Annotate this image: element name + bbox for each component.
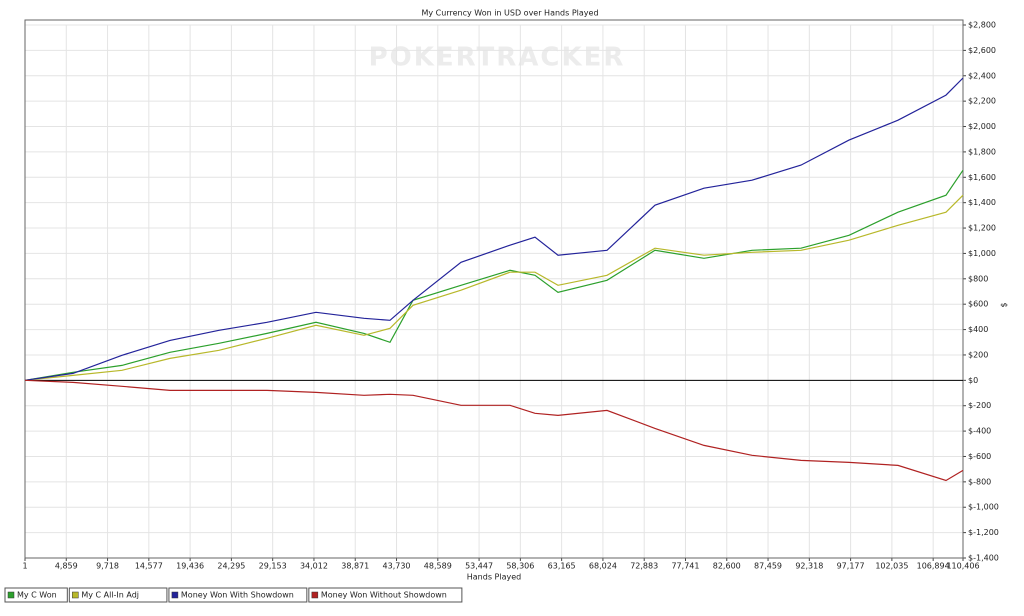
y-tick-label: $1,000 xyxy=(968,249,996,258)
legend-box xyxy=(68,587,168,603)
x-tick-label: 92,318 xyxy=(795,562,823,571)
x-tick-label: 63,165 xyxy=(548,562,576,571)
watermark: POKERTRACKER xyxy=(369,43,626,73)
y-tick-label: $200 xyxy=(968,350,988,359)
x-tick-label: 9,718 xyxy=(96,562,119,571)
x-tick-label: 48,589 xyxy=(424,562,452,571)
x-tick-label: 4,859 xyxy=(55,562,78,571)
x-tick-label: 77,741 xyxy=(671,562,699,571)
x-tick-label: 58,306 xyxy=(506,562,534,571)
y-tick-label: $400 xyxy=(968,325,988,334)
y-tick-label: $2,800 xyxy=(968,21,996,30)
legend-swatch xyxy=(171,591,179,599)
y-tick-label: $1,200 xyxy=(968,224,996,233)
y-tick-label: $0 xyxy=(968,376,978,385)
y-tick-label: $-1,200 xyxy=(968,528,999,537)
legend-label: Money Won With Showdown xyxy=(181,591,294,600)
y-tick-label: $2,000 xyxy=(968,122,996,131)
series-line xyxy=(24,194,964,381)
legend-box xyxy=(4,587,68,603)
legend-swatch xyxy=(7,591,15,599)
x-tick-label: 110,406 xyxy=(946,562,979,571)
y-tick-label: $2,200 xyxy=(968,97,996,106)
y-tick-label: $-400 xyxy=(968,427,991,436)
y-tick-label: $600 xyxy=(968,300,988,309)
x-tick-label: 106,894 xyxy=(917,562,950,571)
plot-frame xyxy=(24,19,964,559)
x-tick-label: 102,035 xyxy=(875,562,908,571)
x-tick-label: 19,436 xyxy=(176,562,204,571)
x-tick-label: 24,295 xyxy=(217,562,245,571)
chart-title: My Currency Won in USD over Hands Played xyxy=(421,9,598,18)
x-tick-label: 82,600 xyxy=(713,562,741,571)
legend-item: Money Won Without Showdown xyxy=(308,587,463,603)
x-tick-label: 87,459 xyxy=(754,562,782,571)
x-tick-label: 1 xyxy=(22,562,27,571)
x-tick-label: 38,871 xyxy=(341,562,369,571)
legend-item: My C All-In Adj xyxy=(68,587,168,603)
x-tick-label: 29,153 xyxy=(259,562,287,571)
x-tick-label: 72,883 xyxy=(630,562,658,571)
legend-item: My C Won xyxy=(4,587,68,603)
x-tick-label: 34,012 xyxy=(300,562,328,571)
y-tick-label: $-600 xyxy=(968,452,991,461)
y-tick-label: $1,600 xyxy=(968,173,996,182)
legend-box xyxy=(308,587,463,603)
x-tick-label: 53,447 xyxy=(465,562,493,571)
series-line xyxy=(24,77,964,381)
y-tick-label: $-800 xyxy=(968,477,991,486)
series-line xyxy=(24,379,964,482)
x-tick-label: 14,577 xyxy=(135,562,163,571)
y-tick-label: $800 xyxy=(968,274,988,283)
y-axis-label: $ xyxy=(1000,302,1009,307)
legend-box xyxy=(168,587,308,603)
y-tick-label: $1,400 xyxy=(968,198,996,207)
legend-label: My C Won xyxy=(17,591,57,600)
x-tick-label: 68,024 xyxy=(589,562,617,571)
legend-swatch xyxy=(311,591,319,599)
legend-swatch xyxy=(72,591,79,599)
y-tick-label: $-1,000 xyxy=(968,503,999,512)
series-line xyxy=(24,169,964,381)
y-tick-label: $-1,400 xyxy=(968,554,999,563)
legend-label: My C All-In Adj xyxy=(81,591,139,600)
y-tick-label: $-200 xyxy=(968,401,991,410)
x-tick-label: 43,730 xyxy=(383,562,411,571)
x-axis-label: Hands Played xyxy=(467,573,521,582)
legend-item: Money Won With Showdown xyxy=(168,587,308,603)
y-tick-label: $2,600 xyxy=(968,46,996,55)
y-tick-label: $2,400 xyxy=(968,71,996,80)
x-tick-label: 97,177 xyxy=(837,562,865,571)
legend-label: Money Won Without Showdown xyxy=(321,591,447,600)
y-tick-label: $1,800 xyxy=(968,147,996,156)
